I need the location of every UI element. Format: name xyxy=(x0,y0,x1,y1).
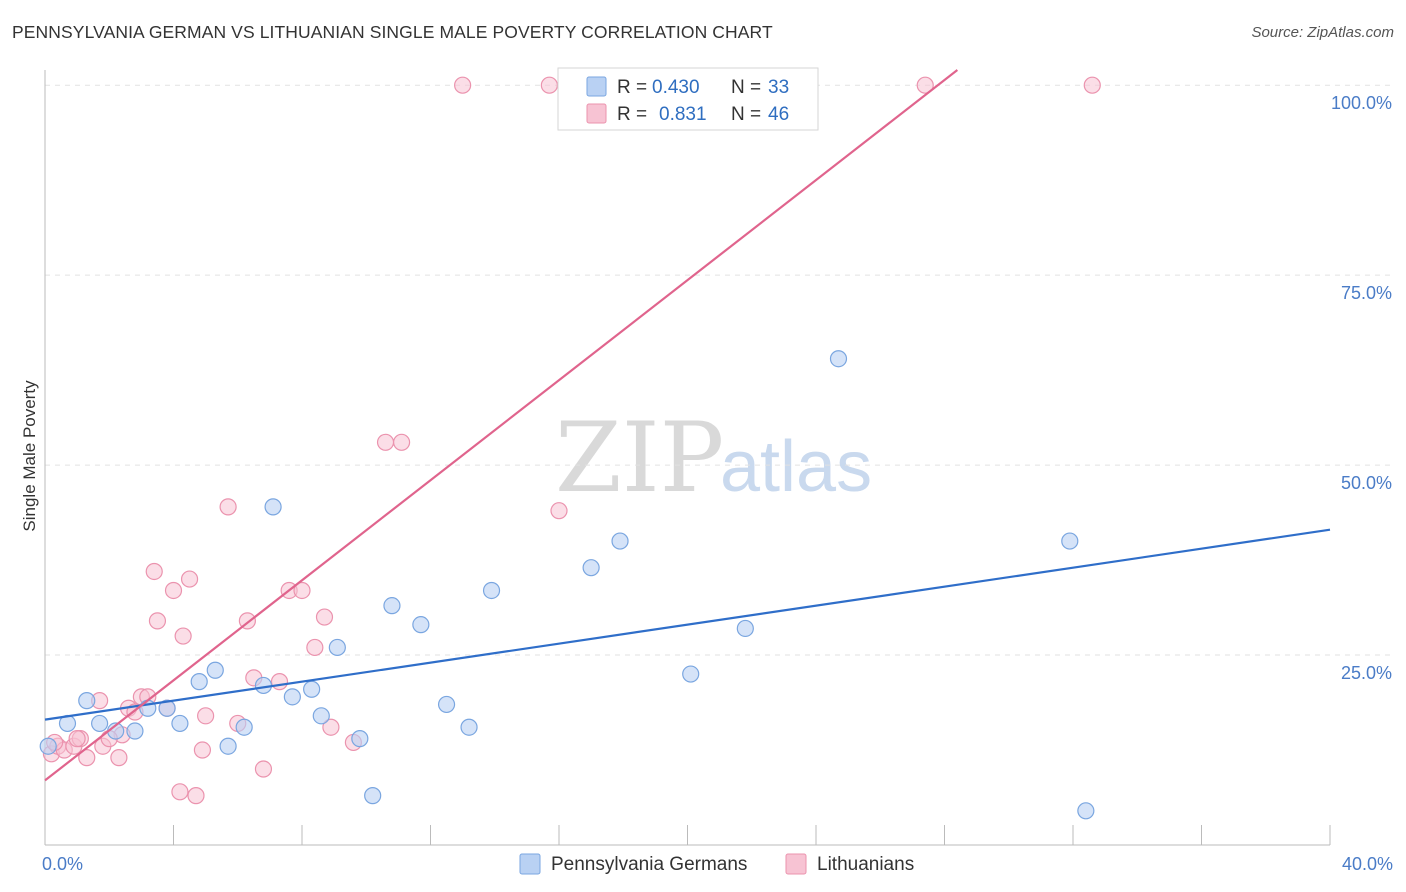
point-pennsylvania-germans-26 xyxy=(582,559,600,577)
stats-r-label-blue: R = xyxy=(617,77,647,98)
point-lithuanians-8 xyxy=(110,749,128,767)
point-pennsylvania-germans-0 xyxy=(39,737,57,755)
point-lithuanians-24 xyxy=(219,498,237,516)
point-pennsylvania-germans-19 xyxy=(351,730,369,748)
point-pennsylvania-germans-32 xyxy=(1077,802,1095,820)
stats-r-value-pink: 0.831 xyxy=(659,104,707,125)
point-lithuanians-37 xyxy=(392,433,411,451)
x-tick-label-max: 40.0% xyxy=(1342,854,1393,874)
chart-title: PENNSYLVANIA GERMAN VS LITHUANIAN SINGLE… xyxy=(12,22,773,42)
stats-swatch-pink xyxy=(586,103,607,124)
y-axis-label: Single Male Poverty xyxy=(20,380,39,532)
point-lithuanians-17 xyxy=(164,581,183,600)
stats-r-value-blue: 0.430 xyxy=(652,77,700,98)
point-lithuanians-36 xyxy=(376,433,395,451)
series-legend: Pennsylvania Germans Lithuanians xyxy=(519,853,914,875)
point-pennsylvania-germans-10 xyxy=(206,661,224,679)
stats-n-value-pink: 46 xyxy=(768,104,789,125)
y-tick-label-100: 100.0% xyxy=(1331,93,1392,113)
point-pennsylvania-germans-5 xyxy=(126,722,144,740)
point-lithuanians-43 xyxy=(68,730,86,748)
point-lithuanians-39 xyxy=(540,76,558,94)
legend-swatch-lithuanians xyxy=(785,853,807,875)
point-pennsylvania-germans-24 xyxy=(460,718,478,736)
point-pennsylvania-germans-17 xyxy=(312,707,330,725)
axes xyxy=(44,70,1331,846)
point-pennsylvania-germans-7 xyxy=(158,699,176,717)
point-pennsylvania-germans-11 xyxy=(219,737,237,755)
point-lithuanians-23 xyxy=(197,707,215,725)
point-pennsylvania-germans-29 xyxy=(736,619,754,638)
point-lithuanians-42 xyxy=(1083,76,1101,94)
point-pennsylvania-germans-14 xyxy=(264,498,282,516)
stats-legend: R = 0.430 N = 33 R = 0.831 N = 46 xyxy=(557,67,819,131)
point-lithuanians-33 xyxy=(315,608,334,626)
point-lithuanians-22 xyxy=(193,741,212,759)
stats-n-label-pink: N = xyxy=(731,104,761,125)
point-pennsylvania-germans-21 xyxy=(383,597,401,615)
stats-swatch-blue xyxy=(586,76,607,97)
gridlines xyxy=(45,84,1392,656)
stats-r-label-pink: R = xyxy=(617,104,647,125)
point-lithuanians-20 xyxy=(180,570,199,588)
point-pennsylvania-germans-20 xyxy=(364,787,382,805)
point-pennsylvania-germans-23 xyxy=(437,695,456,714)
point-lithuanians-31 xyxy=(293,581,311,600)
legend-label-lithuanians: Lithuanians xyxy=(817,854,914,875)
stats-n-value-blue: 33 xyxy=(768,77,789,98)
point-lithuanians-40 xyxy=(550,502,568,520)
series-lithuanians-points xyxy=(42,76,1101,805)
trend-line-lithuanians xyxy=(44,69,959,782)
source-credit: Source: ZipAtlas.com xyxy=(1251,24,1394,41)
y-tick-label-75: 75.0% xyxy=(1341,283,1392,303)
point-lithuanians-15 xyxy=(148,612,167,630)
point-lithuanians-29 xyxy=(270,673,289,691)
y-tick-label-25: 25.0% xyxy=(1341,663,1392,683)
point-pennsylvania-germans-28 xyxy=(682,665,700,683)
point-lithuanians-19 xyxy=(174,627,192,645)
stats-n-label-blue: N = xyxy=(731,77,761,98)
x-tick-label-min: 0.0% xyxy=(42,854,83,874)
point-lithuanians-32 xyxy=(306,638,324,657)
point-pennsylvania-germans-25 xyxy=(482,581,501,600)
point-pennsylvania-germans-30 xyxy=(829,350,848,368)
point-pennsylvania-germans-22 xyxy=(412,616,430,634)
point-pennsylvania-germans-27 xyxy=(611,532,629,550)
point-lithuanians-38 xyxy=(454,76,472,94)
point-pennsylvania-germans-8 xyxy=(171,714,189,733)
point-lithuanians-21 xyxy=(187,787,205,805)
point-pennsylvania-germans-31 xyxy=(1061,532,1079,550)
x-tick-labels: 0.0% 40.0% xyxy=(42,854,1393,874)
point-lithuanians-5 xyxy=(78,749,96,767)
series-pennsylvania-germans-points xyxy=(39,350,1095,820)
legend-swatch-pennsylvania-germans xyxy=(519,853,541,875)
point-lithuanians-34 xyxy=(322,718,340,736)
point-pennsylvania-germans-15 xyxy=(283,688,301,706)
point-pennsylvania-germans-3 xyxy=(91,714,109,733)
point-lithuanians-28 xyxy=(254,760,273,778)
point-lithuanians-18 xyxy=(171,783,189,801)
y-tick-labels: 25.0% 50.0% 75.0% 100.0% xyxy=(1331,93,1392,683)
point-pennsylvania-germans-18 xyxy=(328,638,346,657)
point-lithuanians-14 xyxy=(145,562,163,581)
point-pennsylvania-germans-9 xyxy=(190,673,208,691)
point-pennsylvania-germans-2 xyxy=(78,692,96,710)
y-tick-label-50: 50.0% xyxy=(1341,473,1392,493)
point-pennsylvania-germans-12 xyxy=(235,718,253,736)
trend-lines xyxy=(44,69,1331,782)
point-lithuanians-41 xyxy=(916,76,934,94)
trend-line-pennsylvania-germans xyxy=(44,528,1331,721)
watermark: ZIP atlas xyxy=(555,402,872,514)
legend-label-pennsylvania-germans: Pennsylvania Germans xyxy=(551,854,747,875)
point-pennsylvania-germans-16 xyxy=(303,680,321,698)
watermark-atlas: atlas xyxy=(720,427,872,507)
watermark-zip: ZIP xyxy=(555,402,724,514)
